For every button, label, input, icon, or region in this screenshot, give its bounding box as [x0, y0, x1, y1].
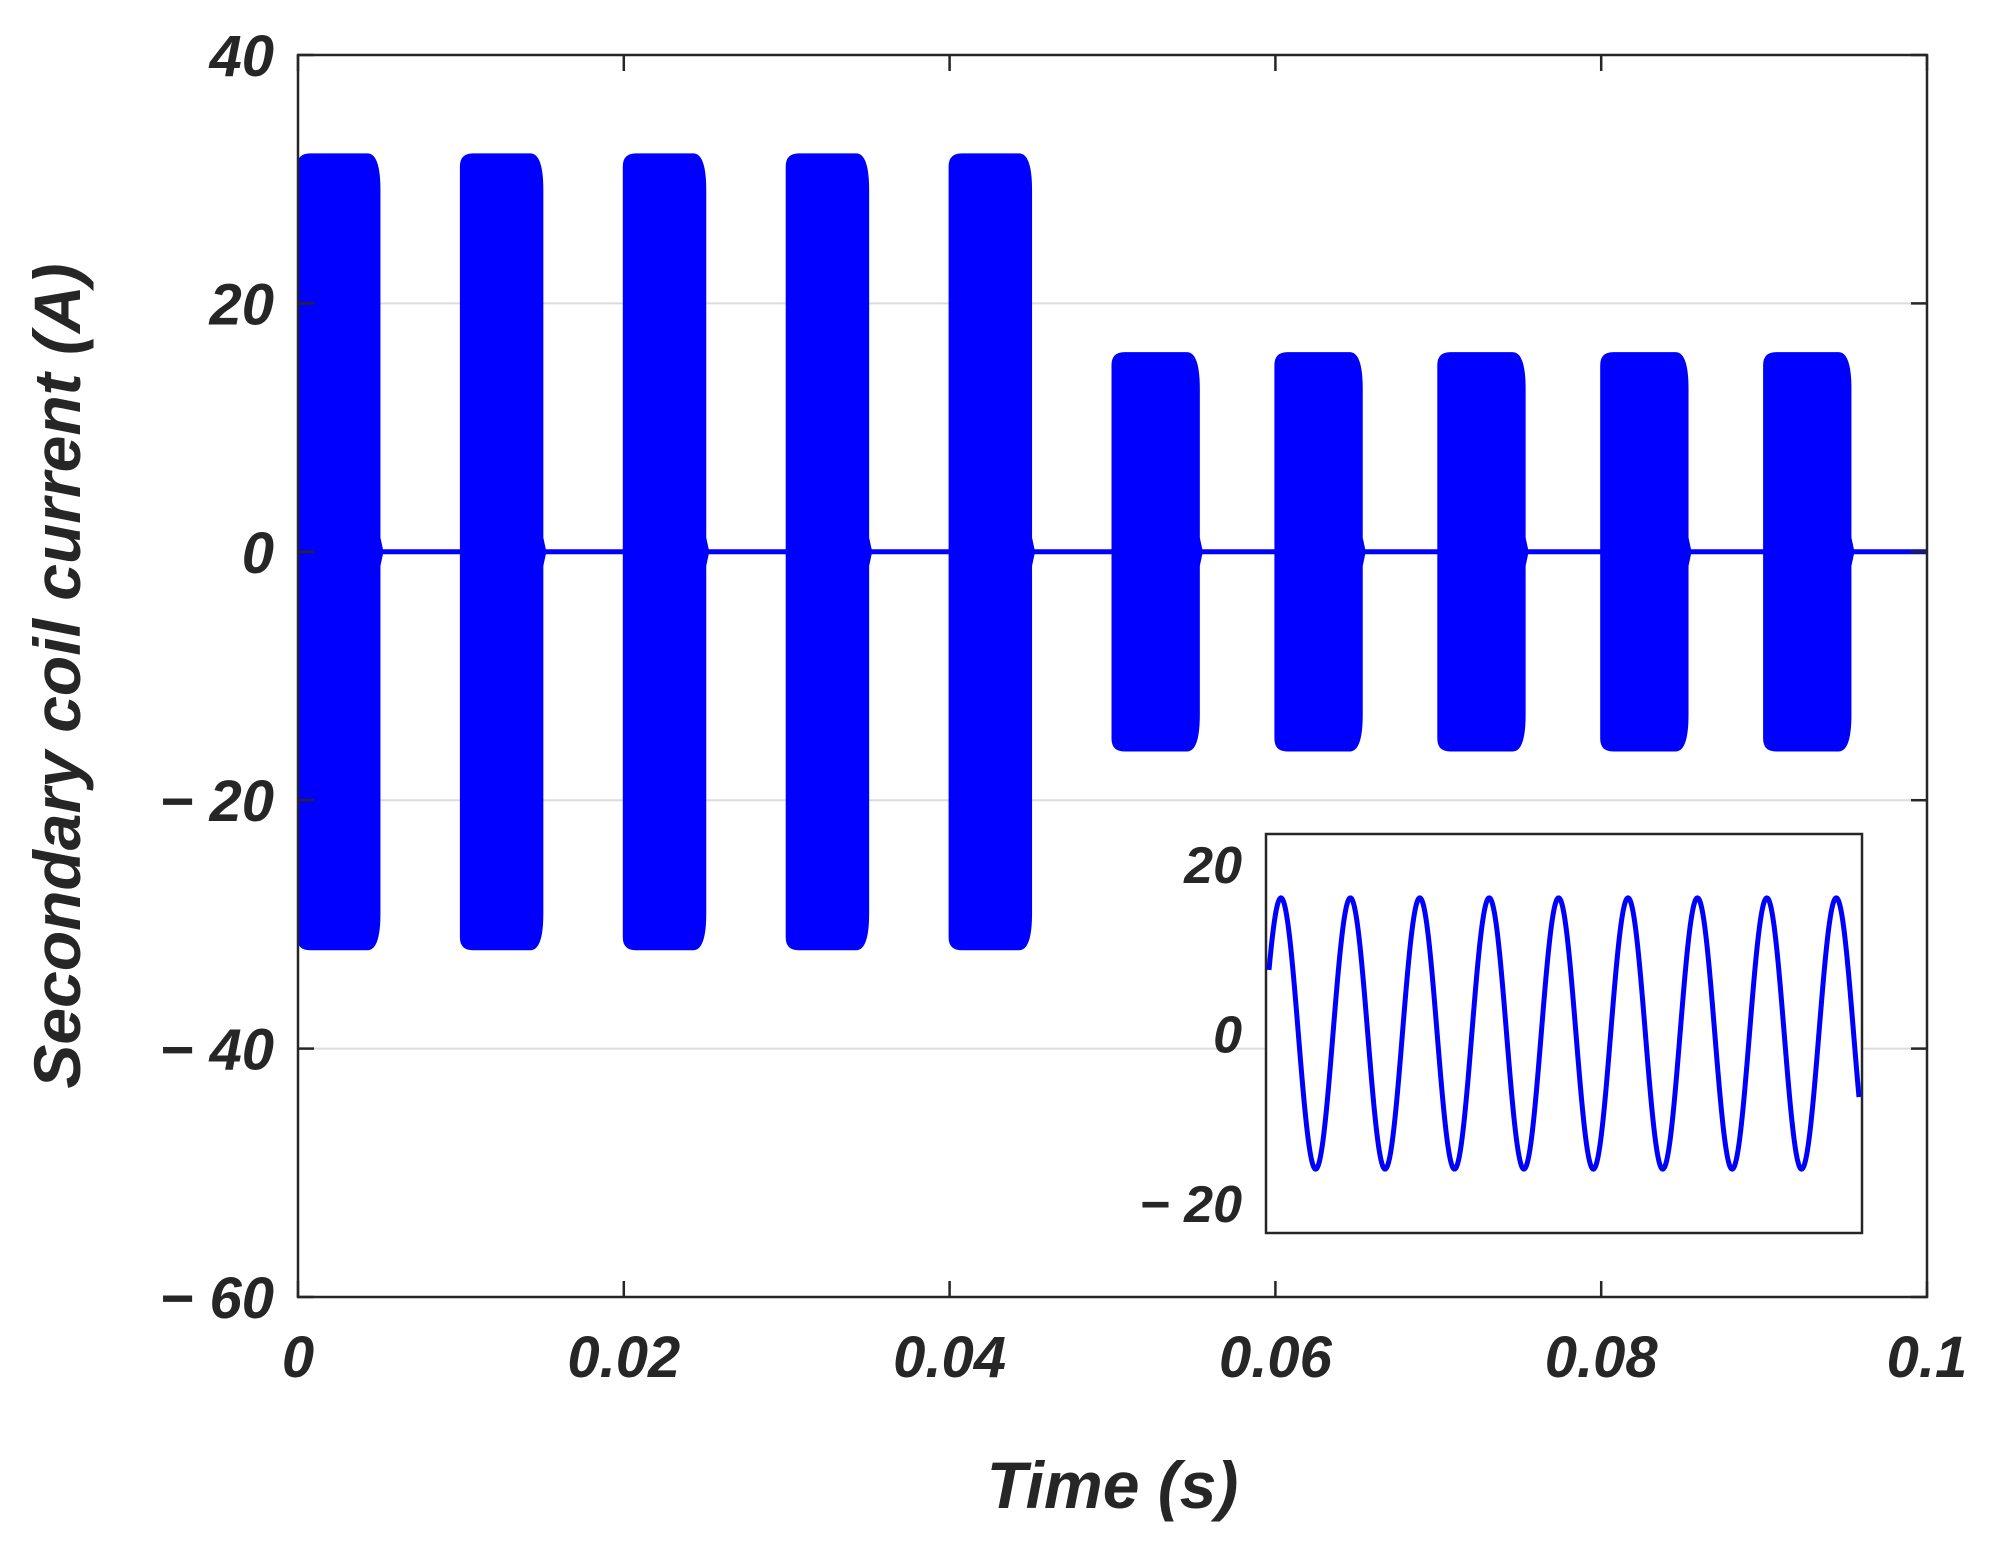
burst-7	[1274, 352, 1366, 752]
inset-layer	[1264, 832, 1864, 1235]
burst-4	[785, 153, 873, 951]
inset-y-tick-label-0: 20	[1183, 837, 1242, 895]
burst-2	[459, 153, 547, 951]
labels-layer: Time (s) Secondary coil current (A) 0 0.0…	[20, 24, 1967, 1522]
inset-y-tick-label-2: − 20	[1139, 1176, 1242, 1234]
y-tick-label-3: − 20	[160, 769, 275, 834]
y-tick-label-0: 40	[208, 24, 274, 89]
burst-8	[1437, 352, 1529, 752]
burst-3	[622, 153, 710, 951]
x-tick-label-5: 0.1	[1887, 1325, 1968, 1390]
burst-6	[1111, 352, 1203, 752]
plot-frame	[296, 53, 1929, 1299]
burst-9	[1600, 352, 1692, 752]
y-tick-label-2: 0	[242, 521, 274, 586]
x-tick-label-3: 0.06	[1219, 1325, 1333, 1390]
x-axis-title: Time (s)	[987, 1448, 1239, 1522]
data-layer	[297, 153, 1927, 951]
x-tick-label-2: 0.04	[893, 1325, 1006, 1390]
burst-1	[297, 153, 384, 951]
inset-y-tick-label-1: 0	[1213, 1007, 1242, 1065]
burst-5	[948, 153, 1036, 951]
x-tick-label-1: 0.02	[567, 1325, 680, 1390]
burst-10	[1763, 352, 1855, 752]
x-tick-label-4: 0.08	[1545, 1325, 1659, 1390]
inset-frame	[1264, 832, 1864, 1235]
y-axis-title: Secondary coil current (A)	[20, 263, 94, 1088]
y-tick-label-5: − 60	[160, 1266, 275, 1331]
y-tick-label-4: − 40	[160, 1018, 275, 1083]
inset-sine-line	[1266, 895, 1862, 1172]
x-tick-label-0: 0	[282, 1325, 314, 1390]
y-tick-label-1: 20	[208, 272, 274, 337]
axes-layer	[296, 53, 1929, 1299]
